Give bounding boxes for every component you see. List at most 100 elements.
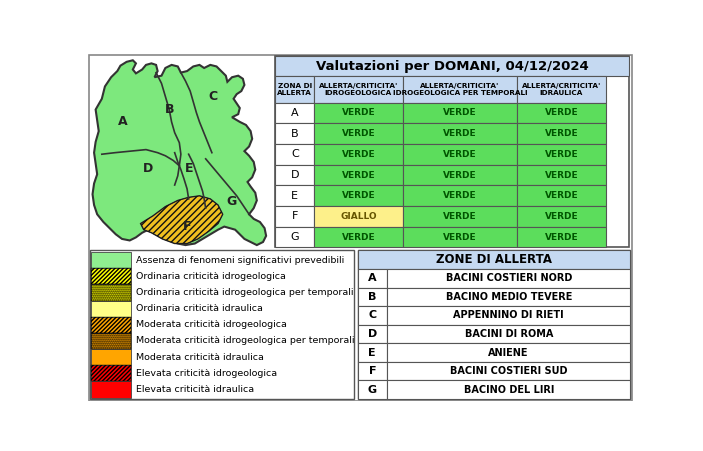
Bar [358, 343, 387, 362]
Bar [314, 123, 403, 144]
Bar [276, 56, 628, 77]
Bar [276, 165, 314, 185]
Bar [276, 185, 314, 206]
Bar [276, 77, 314, 103]
Bar [358, 306, 387, 325]
Text: Ordinaria criticità idrogeologica per temporali: Ordinaria criticità idrogeologica per te… [136, 288, 354, 297]
Text: F: F [183, 220, 191, 233]
Text: B: B [368, 292, 377, 302]
Text: VERDE: VERDE [342, 170, 375, 179]
Bar [276, 144, 314, 165]
Text: VERDE: VERDE [342, 129, 375, 138]
Text: Elevata criticità idraulica: Elevata criticità idraulica [136, 385, 254, 394]
Bar [314, 144, 403, 165]
Text: Moderata criticità idrogeologica: Moderata criticità idrogeologica [136, 320, 287, 329]
Text: VERDE: VERDE [443, 150, 477, 159]
Bar [403, 206, 517, 227]
Text: VERDE: VERDE [342, 109, 375, 117]
Bar [403, 77, 517, 103]
Text: C: C [209, 90, 218, 103]
Text: A: A [118, 115, 127, 129]
Bar [517, 206, 605, 227]
Text: VERDE: VERDE [443, 191, 477, 200]
Bar [403, 144, 517, 165]
Bar [314, 206, 403, 227]
Text: A: A [368, 273, 377, 283]
Bar [517, 103, 605, 123]
Bar [358, 362, 387, 381]
Text: ZONE DI ALLERTA: ZONE DI ALLERTA [436, 253, 552, 266]
Text: VERDE: VERDE [443, 109, 477, 117]
Text: Moderata criticità idrogeologica per temporali: Moderata criticità idrogeologica per tem… [136, 336, 354, 345]
Bar [314, 77, 403, 103]
Text: D: D [143, 161, 153, 175]
Bar [276, 206, 314, 227]
Text: E: E [291, 191, 298, 201]
Bar [276, 56, 628, 248]
Bar [358, 325, 387, 343]
Bar [91, 365, 131, 382]
Text: A: A [291, 108, 299, 118]
Text: E: E [184, 161, 193, 175]
Text: G: G [290, 232, 299, 242]
Text: VERDE: VERDE [545, 150, 578, 159]
Bar [403, 227, 517, 248]
Bar [358, 288, 387, 306]
Bar [276, 227, 314, 248]
Text: ALLERTA/CRITICITA'
IDRAULICA: ALLERTA/CRITICITA' IDRAULICA [522, 83, 601, 96]
Text: BACINI COSTIERI NORD: BACINI COSTIERI NORD [446, 273, 572, 283]
Bar [358, 250, 631, 399]
Text: Ordinaria criticità idrogeologica: Ordinaria criticità idrogeologica [136, 272, 286, 281]
Text: VERDE: VERDE [545, 109, 578, 117]
Text: BACINI DI ROMA: BACINI DI ROMA [465, 329, 553, 339]
Bar [403, 185, 517, 206]
Bar [91, 268, 131, 284]
Polygon shape [93, 60, 266, 245]
Text: C: C [291, 149, 299, 159]
Bar [387, 269, 631, 288]
Text: Moderata criticità idraulica: Moderata criticità idraulica [136, 353, 264, 362]
Bar [387, 288, 631, 306]
Text: F: F [292, 212, 298, 221]
Text: VERDE: VERDE [545, 212, 578, 221]
Text: VERDE: VERDE [443, 233, 477, 242]
Text: G: G [368, 385, 377, 395]
Text: D: D [290, 170, 299, 180]
Text: ZONA DI
ALLERTA: ZONA DI ALLERTA [278, 83, 312, 96]
Text: GIALLO: GIALLO [340, 212, 377, 221]
Bar [387, 362, 631, 381]
Text: BACINI COSTIERI SUD: BACINI COSTIERI SUD [450, 366, 567, 376]
Text: VERDE: VERDE [443, 170, 477, 179]
Text: F: F [368, 366, 376, 376]
Text: VERDE: VERDE [443, 129, 477, 138]
Bar [91, 300, 131, 317]
Bar [90, 250, 354, 399]
Bar [276, 103, 314, 123]
Text: VERDE: VERDE [342, 233, 375, 242]
Text: ANIENE: ANIENE [489, 348, 529, 358]
Bar [314, 185, 403, 206]
Bar [387, 343, 631, 362]
Text: VERDE: VERDE [545, 129, 578, 138]
Bar [91, 333, 131, 349]
Text: E: E [368, 348, 376, 358]
Bar [276, 123, 314, 144]
Bar [387, 381, 631, 399]
Polygon shape [141, 196, 223, 244]
Bar [358, 250, 631, 269]
Text: ALLERTA/CRITICITA'
IDROGEOLOGICA: ALLERTA/CRITICITA' IDROGEOLOGICA [318, 83, 398, 96]
Text: BACINO DEL LIRI: BACINO DEL LIRI [463, 385, 554, 395]
Bar [314, 227, 403, 248]
Bar [403, 103, 517, 123]
Text: APPENNINO DI RIETI: APPENNINO DI RIETI [453, 310, 564, 320]
Bar [358, 269, 387, 288]
Text: D: D [368, 329, 377, 339]
Text: VERDE: VERDE [342, 191, 375, 200]
Text: VERDE: VERDE [545, 191, 578, 200]
Bar [91, 284, 131, 300]
Text: Ordinaria criticità idraulica: Ordinaria criticità idraulica [136, 304, 263, 313]
Text: VERDE: VERDE [443, 212, 477, 221]
Bar [403, 165, 517, 185]
Text: B: B [291, 129, 299, 138]
Bar [517, 144, 605, 165]
